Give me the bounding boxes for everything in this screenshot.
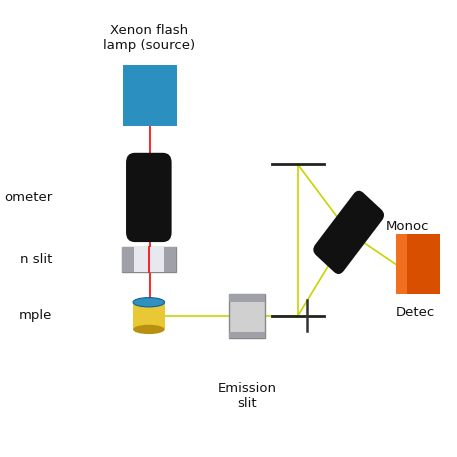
Bar: [396, 234, 440, 294]
Bar: [133, 247, 164, 272]
Text: Xenon flash
lamp (source): Xenon flash lamp (source): [103, 24, 195, 52]
Text: mple: mple: [19, 309, 53, 322]
Bar: [122, 65, 177, 126]
Text: ometer: ometer: [4, 191, 53, 204]
Bar: [133, 302, 165, 329]
FancyBboxPatch shape: [313, 191, 384, 274]
Text: Detec: Detec: [396, 306, 435, 319]
Bar: [396, 234, 407, 294]
Bar: [164, 247, 176, 272]
Bar: [122, 247, 133, 272]
Text: Monoc: Monoc: [386, 220, 429, 233]
Bar: [229, 293, 265, 302]
FancyBboxPatch shape: [126, 153, 172, 242]
Ellipse shape: [133, 325, 165, 334]
Ellipse shape: [133, 298, 165, 307]
Text: Emission
slit: Emission slit: [218, 382, 276, 410]
Bar: [229, 293, 265, 338]
Bar: [229, 332, 265, 338]
Text: n slit: n slit: [20, 253, 53, 266]
Bar: [122, 247, 176, 272]
